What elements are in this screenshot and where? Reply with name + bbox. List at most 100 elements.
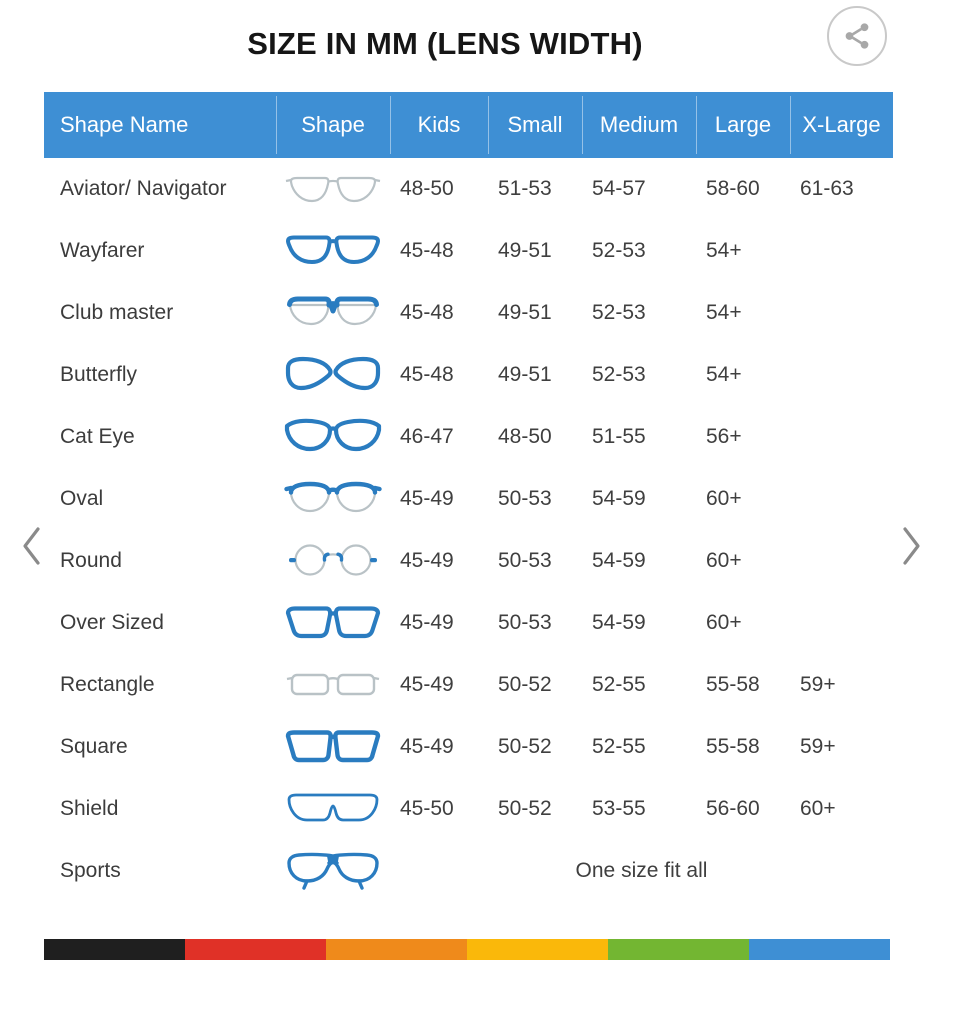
- table-row: Butterfly 45-48 49-51 52-53 54+: [44, 344, 893, 406]
- wayfarer-glasses-icon: [286, 235, 380, 264]
- oval-glasses-icon: [284, 481, 382, 513]
- cell-xlarge: [790, 406, 893, 468]
- table-row: Sports One size fit all: [44, 840, 893, 902]
- cell-large: 55-58: [706, 735, 760, 758]
- cell-kids: 46-47: [400, 425, 454, 448]
- cell-shape-icon: [276, 220, 390, 282]
- cell-shape-icon: [276, 530, 390, 592]
- cell-shape-icon: [276, 344, 390, 406]
- share-icon: [845, 23, 869, 49]
- cell-medium: 51-55: [592, 425, 646, 448]
- clubmaster-glasses-icon: [287, 296, 379, 326]
- table-row: Over Sized 45-49 50-53 54-59 60+: [44, 592, 893, 654]
- cell-medium: 53-55: [592, 797, 646, 820]
- column-header-large[interactable]: Large: [696, 92, 790, 158]
- cell-shape-name: Rectangle: [60, 673, 155, 696]
- cell-shape-icon: [276, 592, 390, 654]
- cell-shape-name: Square: [60, 735, 128, 758]
- table-row: Wayfarer 45-48 49-51 52-53 54+: [44, 220, 893, 282]
- cell-shape-name: Round: [60, 549, 122, 572]
- table-row: Round 45-49 50-53 54-59 60+: [44, 530, 893, 592]
- square-glasses-icon: [285, 730, 381, 763]
- cell-shape-name: Club master: [60, 301, 174, 324]
- butterfly-glasses-icon: [285, 356, 381, 391]
- table-row: Cat Eye 46-47 48-50 51-55 56+: [44, 406, 893, 468]
- table-row: Rectangle 45-49 50-52 52-55 55-58 59+: [44, 654, 893, 716]
- color-segment-0: [44, 939, 185, 960]
- cell-medium: 54-57: [592, 177, 646, 200]
- cell-medium: 54-59: [592, 487, 646, 510]
- cell-xlarge: 59+: [800, 735, 836, 758]
- cell-large: 54+: [706, 239, 742, 262]
- cell-small: 50-52: [498, 735, 552, 758]
- cell-large: 56-60: [706, 797, 760, 820]
- cell-one-size-note: One size fit all: [575, 859, 708, 882]
- cell-small: 49-51: [498, 239, 552, 262]
- cell-xlarge: [790, 468, 893, 530]
- cell-small: 50-52: [498, 673, 552, 696]
- cell-large: 54+: [706, 301, 742, 324]
- column-header-kids[interactable]: Kids: [390, 92, 488, 158]
- cell-kids: 45-49: [400, 611, 454, 634]
- cell-kids: 45-49: [400, 735, 454, 758]
- table-row: Oval 45-49 50-53 54-59 60+: [44, 468, 893, 530]
- cell-large: 60+: [706, 611, 742, 634]
- color-segment-1: [185, 939, 326, 960]
- color-segment-3: [467, 939, 608, 960]
- cell-shape-name: Shield: [60, 797, 119, 820]
- cell-kids: 45-48: [400, 239, 454, 262]
- column-header-xlarge[interactable]: X-Large: [790, 92, 893, 158]
- cateye-glasses-icon: [284, 418, 382, 452]
- cell-medium: 52-53: [592, 301, 646, 324]
- cell-large: 55-58: [706, 673, 760, 696]
- cell-small: 50-52: [498, 797, 552, 820]
- column-header-shape-name[interactable]: Shape Name: [60, 112, 189, 137]
- table-row: Shield 45-50 50-52 53-55 56-60 60+: [44, 778, 893, 840]
- cell-shape-icon: [276, 840, 390, 902]
- carousel-next-button[interactable]: [885, 515, 937, 577]
- cell-small: 50-53: [498, 549, 552, 572]
- cell-xlarge: [790, 220, 893, 282]
- cell-shape-name: Over Sized: [60, 611, 164, 634]
- column-header-medium[interactable]: Medium: [582, 92, 696, 158]
- cell-shape-name: Oval: [60, 487, 104, 510]
- cell-xlarge: 61-63: [800, 177, 854, 200]
- aviator-glasses-icon: [285, 176, 381, 203]
- cell-kids: 45-48: [400, 363, 454, 386]
- table-header-row: Shape Name Shape Kids Small Medium Large…: [44, 92, 893, 158]
- column-header-shape[interactable]: Shape: [276, 92, 390, 158]
- column-header-small[interactable]: Small: [488, 92, 582, 158]
- cell-medium: 52-55: [592, 673, 646, 696]
- cell-small: 48-50: [498, 425, 552, 448]
- share-button[interactable]: [827, 6, 887, 66]
- cell-xlarge: 59+: [800, 673, 836, 696]
- cell-shape-icon: [276, 406, 390, 468]
- table-body: Aviator/ Navigator 48-50 51-53 54-57 58-60 61…: [44, 158, 893, 902]
- cell-shape-icon: [276, 468, 390, 530]
- color-accent-bar: [44, 939, 890, 960]
- cell-small: 49-51: [498, 301, 552, 324]
- carousel-prev-button[interactable]: [6, 515, 58, 577]
- cell-shape-icon: [276, 158, 390, 220]
- table-row: Club master 45-48 49-51 52-53 54+: [44, 282, 893, 344]
- oversized-glasses-icon: [285, 606, 381, 639]
- cell-xlarge: [790, 530, 893, 592]
- cell-shape-icon: [276, 778, 390, 840]
- table-row: Aviator/ Navigator 48-50 51-53 54-57 58-60 61…: [44, 158, 893, 220]
- cell-large: 60+: [706, 549, 742, 572]
- cell-shape-name: Wayfarer: [60, 239, 145, 262]
- cell-xlarge: [790, 282, 893, 344]
- color-segment-4: [608, 939, 749, 960]
- cell-small: 50-53: [498, 611, 552, 634]
- round-glasses-icon: [289, 544, 377, 576]
- table-row: Square 45-49 50-52 52-55 55-58 59+: [44, 716, 893, 778]
- chevron-right-icon: [903, 527, 920, 565]
- cell-large: 54+: [706, 363, 742, 386]
- shield-glasses-icon: [287, 793, 379, 822]
- sports-glasses-icon: [287, 852, 379, 890]
- color-segment-5: [749, 939, 890, 960]
- cell-large: 56+: [706, 425, 742, 448]
- cell-kids: 48-50: [400, 177, 454, 200]
- cell-shape-icon: [276, 282, 390, 344]
